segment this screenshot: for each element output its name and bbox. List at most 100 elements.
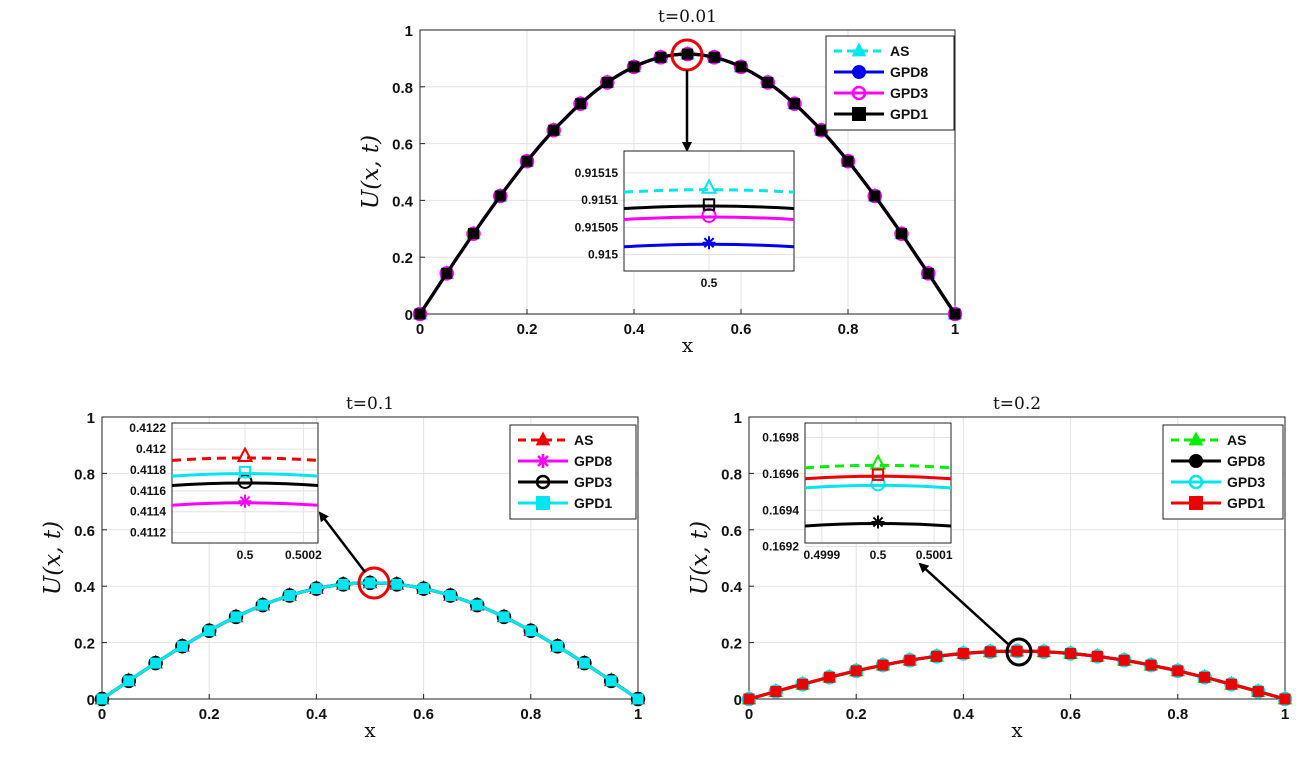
legend: AS GPD8 GPD3 GPD1 (825, 35, 955, 131)
point-GPD1 (257, 599, 269, 611)
x-tick-label: 1 (951, 321, 959, 338)
point-GPD3 (760, 75, 775, 90)
point-GPD3 (255, 597, 271, 613)
legend-marker-GPD3 (851, 85, 867, 101)
y-axis-label: U(x, t) (687, 521, 713, 595)
x-tick-label: 1 (634, 706, 642, 723)
point-GPD1 (743, 693, 755, 705)
point-GPD1 (468, 228, 479, 240)
axes-box (419, 29, 956, 315)
point-GPD1 (628, 61, 640, 73)
y-tick-label: 0.6 (721, 523, 742, 540)
inset-line-GPD3 (623, 215, 795, 221)
x-tick-label: 0 (416, 321, 424, 338)
point-GPD3 (600, 75, 615, 90)
y-tick-label: 1 (87, 410, 95, 427)
legend-marker-AS (851, 42, 867, 57)
y-tick-label: 0.8 (74, 466, 95, 483)
inset-panel: 0.4999 0.5 0.5001 0.1692 0.1694 0.1696 0.1698 (762, 422, 953, 562)
legend-label-GPD1: GPD1 (574, 495, 612, 511)
x-tick-label: 0 (745, 706, 753, 723)
point-GPD1 (1252, 686, 1264, 698)
inset-point-GPD1 (238, 465, 252, 479)
point-GPD3 (741, 691, 757, 707)
inset-point-AS (869, 453, 887, 470)
legend-box (509, 424, 637, 520)
x-tick-label: 0.6 (731, 321, 752, 338)
point-GPD1 (605, 675, 617, 687)
legend: AS GPD8 GPD3 GPD1 (509, 424, 637, 520)
point-GPD1 (762, 76, 774, 88)
y-tick-label: 1 (734, 410, 742, 427)
point-GPD3 (121, 673, 137, 689)
legend-marker-GPD3 (1188, 474, 1204, 490)
point-GPD1 (797, 678, 809, 690)
legend-label-GPD1: GPD1 (1227, 495, 1265, 511)
point-GPD3 (282, 588, 297, 603)
point-GPD1 (575, 98, 586, 110)
inset-point-GPD8 (702, 236, 716, 250)
point-GPD1 (444, 590, 456, 602)
point-GPD1 (548, 124, 560, 136)
legend-label-GPD1: GPD1 (890, 106, 928, 122)
inset-y-tick-label: 0.4114 (130, 505, 166, 519)
legend-label-GPD8: GPD8 (1227, 453, 1265, 469)
zoom-highlight-circle (1005, 637, 1033, 667)
x-tick-label: 0.2 (517, 321, 538, 338)
x-tick-label: 0.8 (520, 706, 541, 723)
point-GPD1 (601, 76, 613, 88)
inset-panel: 0.5 0.5002 0.4112 0.4114 0.4116 0.4118 0.412 0.… (129, 421, 322, 562)
panel-1: 0 0.2 0.4 0.6 0.8 1 0 0.2 0.4 0.6 0.8 1 t=0.01 x U(x, … (358, 7, 963, 357)
point-GPD1 (632, 693, 644, 705)
legend-label-GPD3: GPD3 (574, 474, 612, 490)
point-GPD3 (412, 306, 428, 322)
legend-marker-GPD8 (1189, 454, 1203, 468)
inset-x-tick-label: 0.4999 (803, 548, 840, 562)
point-GPD3 (1277, 691, 1293, 707)
point-GPD1 (1172, 665, 1184, 677)
point-GPD1 (364, 577, 376, 589)
point-GPD1 (494, 190, 506, 202)
point-GPD1 (896, 228, 907, 240)
y-tick-label: 0.4 (392, 193, 414, 210)
inset-y-tick-label: 0.91515 (575, 166, 619, 180)
axes-box (101, 416, 639, 700)
inset-y-tick-label: 0.4122 (129, 421, 166, 435)
point-GPD3 (577, 655, 592, 671)
inset-point-GPD8 (871, 515, 885, 529)
point-GPD1 (123, 675, 135, 687)
y-tick-label: 0.6 (392, 137, 413, 154)
legend-label-AS: AS (574, 432, 593, 448)
point-GPD1 (957, 648, 969, 660)
inset-y-tick-label: 0.1694 (762, 503, 799, 517)
point-GPD3 (626, 59, 642, 75)
inset-point-GPD1 (702, 198, 716, 211)
point-GPD1 (984, 646, 996, 658)
legend: AS GPD8 GPD3 GPD1 (1162, 424, 1284, 520)
point-GPD1 (203, 625, 215, 637)
y-tick-label: 0.4 (721, 579, 743, 596)
point-GPD1 (1065, 648, 1077, 660)
inset-y-tick-label: 0.4118 (130, 463, 166, 477)
point-GPD3 (787, 96, 802, 111)
point-GPD1 (815, 124, 827, 136)
x-tick-label: 0.6 (413, 706, 434, 723)
point-GPD1 (931, 650, 943, 662)
point-GPD3 (228, 609, 244, 625)
y-tick-label: 0.2 (721, 636, 742, 653)
x-axis-label: x (1011, 718, 1023, 742)
legend-label-AS: AS (890, 43, 909, 59)
point-GPD1 (1038, 646, 1050, 658)
point-GPD1 (521, 155, 533, 167)
point-GPD3 (546, 122, 561, 138)
inset-box (623, 150, 795, 272)
legend-label-AS: AS (1227, 432, 1246, 448)
point-GPD1 (789, 98, 800, 110)
legend-marker-GPD1 (536, 496, 550, 510)
x-tick-label: 0.4 (953, 706, 975, 723)
point-GPD1 (922, 267, 934, 279)
point-GPD1 (877, 659, 889, 671)
point-GPD1 (735, 61, 747, 73)
point-GPD3 (94, 691, 110, 707)
inset-line-GPD1 (171, 472, 319, 478)
